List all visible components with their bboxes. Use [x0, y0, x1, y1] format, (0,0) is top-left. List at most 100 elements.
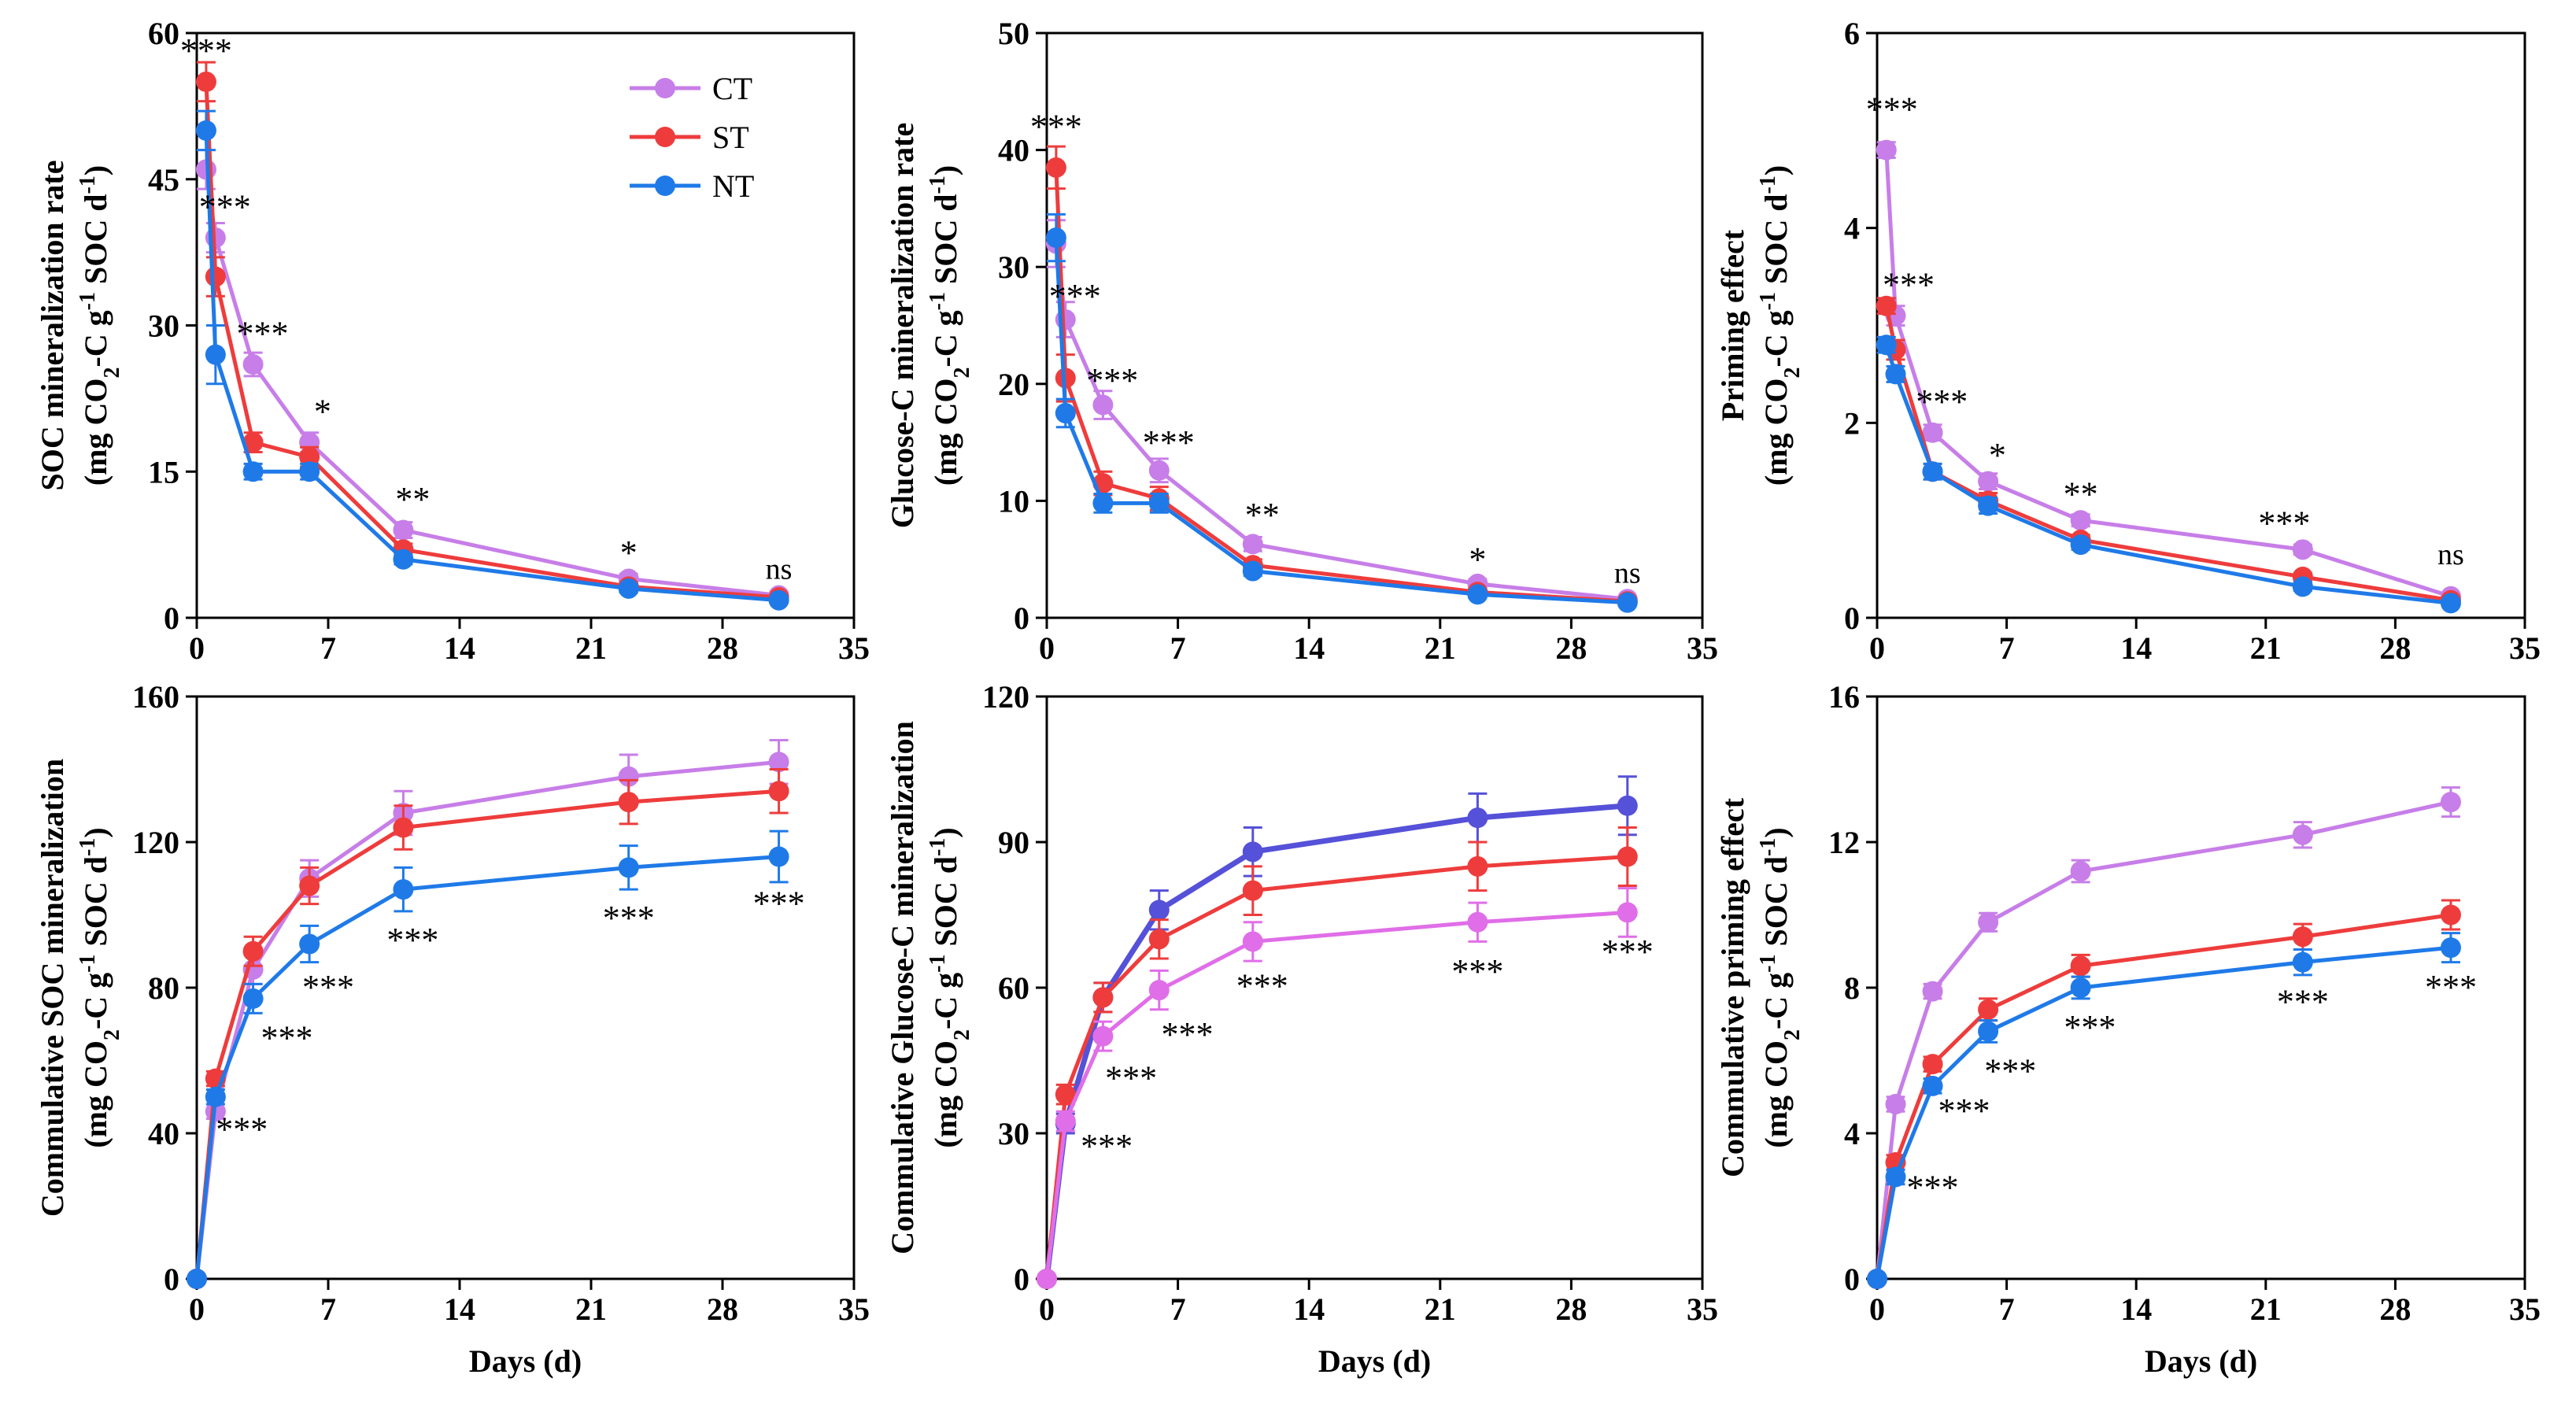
significance-label: *: [1469, 541, 1486, 579]
series-NT: [195, 109, 789, 611]
y-tick-label: 160: [132, 679, 179, 715]
data-point-CT: [1467, 911, 1488, 933]
x-tick-label: 28: [707, 1291, 738, 1327]
y-axis-title: (mg CO2-C g-1 SOC d-1): [76, 827, 124, 1147]
data-point-NT: [1055, 402, 1076, 423]
plot-frame: [1876, 31, 2526, 619]
data-point-NT: [1978, 1021, 1999, 1042]
data-point-NT: [768, 846, 789, 867]
significance-label: ***: [237, 314, 289, 353]
y-tick-label: 6: [1844, 16, 1860, 51]
y-tick-label: 0: [1014, 600, 1029, 636]
series-line-CT: [1884, 150, 2452, 599]
legend: CT ST NT: [630, 71, 754, 204]
data-point-CT: [2440, 792, 2461, 813]
data-point-NT: [1876, 334, 1897, 356]
y-axis-title: Glucose-C mineralization rate: [885, 123, 920, 528]
x-tick-label: 35: [1687, 1291, 1718, 1327]
x-tick-label: 0: [1869, 630, 1885, 666]
data-point-CT: [1092, 394, 1114, 416]
y-tick-label: 120: [982, 679, 1029, 715]
significance-label: *: [620, 534, 638, 572]
significance-label: ***: [1451, 952, 1503, 991]
data-point-ST: [768, 781, 789, 802]
significance-label: ***: [1236, 966, 1288, 1005]
data-point-CT: [1055, 1110, 1076, 1132]
data-point-CT: [1617, 902, 1638, 923]
significance-label: ***: [2425, 968, 2477, 1007]
series-NT: [1867, 932, 2461, 1289]
series-line-NT: [1044, 803, 1628, 1280]
data-point-ST: [2292, 926, 2313, 948]
data-point-CT: [2292, 539, 2313, 560]
data-point-NT: [1045, 227, 1066, 249]
x-axis-title: Days (d): [469, 1343, 582, 1379]
data-point-CT: [1148, 460, 1170, 481]
data-point-ST: [1045, 157, 1066, 178]
y-axis-title: SOC mineralization rate: [35, 161, 70, 491]
series-NT: [1876, 334, 2461, 614]
panel-priming-effect: 0 7 14 21 28 35 0 2 4 6 Priming effect(mg CO2-C g-…: [1715, 16, 2541, 666]
data-point-NT: [1242, 841, 1263, 863]
data-point-ST: [299, 446, 320, 467]
significance-label: ***: [1162, 1015, 1214, 1054]
y-tick-label: 50: [998, 16, 1029, 51]
x-tick-label: 7: [320, 1291, 336, 1327]
significance-label: ***: [261, 1019, 313, 1058]
series-line-NT: [1054, 237, 1628, 605]
x-tick-label: 28: [1555, 630, 1587, 666]
y-tick-label: 120: [132, 825, 179, 860]
data-point-NT: [1885, 1166, 1906, 1188]
data-point-NT: [242, 988, 264, 1009]
x-tick-label: 21: [575, 1291, 607, 1327]
data-point-NT: [1467, 807, 1488, 829]
x-tick-label: 14: [444, 630, 475, 666]
significance-label: ***: [199, 187, 251, 226]
data-point-ST: [1092, 987, 1114, 1008]
y-tick-label: 15: [148, 454, 179, 490]
significance-label: ***: [603, 899, 655, 937]
panel-soc-rate: 0 7 14 21 28 35 0 15 30 45 60 SOC mineralization ra…: [35, 16, 870, 666]
significance-label: ***: [1938, 1092, 1990, 1130]
legend-marker-ST: [655, 127, 675, 147]
data-point-CT: [1242, 931, 1263, 952]
legend-label-ST: ST: [712, 120, 749, 155]
series-line-CT: [204, 169, 779, 598]
data-point-ST: [1055, 1084, 1076, 1105]
significance-label: ***: [1602, 933, 1654, 971]
x-tick-label: 35: [838, 1291, 870, 1327]
significance-label: ***: [1143, 423, 1195, 462]
data-point-CT: [1978, 911, 1999, 933]
y-tick-label: 10: [998, 483, 1029, 519]
x-tick-label: 14: [2120, 630, 2152, 666]
data-point-NT: [1242, 560, 1263, 582]
x-tick-label: 28: [707, 630, 738, 666]
significance-label: ***: [2277, 982, 2329, 1021]
significance-label: ***: [302, 968, 354, 1007]
x-tick-label: 35: [2509, 630, 2541, 666]
significance-label: ***: [1883, 265, 1935, 304]
y-tick-label: 40: [148, 1116, 179, 1151]
data-point-CT: [2070, 861, 2091, 881]
series-line-CT: [1875, 800, 2452, 1280]
data-point-CT: [1978, 471, 1999, 492]
x-tick-label: 28: [1555, 1291, 1587, 1327]
data-point-NT: [1148, 493, 1170, 514]
data-point-NT: [393, 879, 414, 900]
x-tick-label: 14: [444, 1291, 475, 1327]
y-axis-title: (mg CO2-C g-1 SOC d-1): [926, 165, 974, 486]
data-point-NT: [1617, 592, 1638, 613]
legend-marker-CT: [655, 78, 675, 98]
data-point-NT: [205, 1086, 226, 1107]
data-point-ST: [195, 71, 216, 92]
panel-cum-priming: 0 7 14 21 28 35 0 4 8 12 16 Commulative priming eff…: [1715, 679, 2541, 1379]
data-point-NT: [187, 1269, 207, 1289]
y-tick-label: 30: [998, 1116, 1029, 1151]
data-point-CT: [1922, 422, 1943, 443]
x-axis-title: Days (d): [1318, 1343, 1431, 1379]
y-tick-label: 90: [998, 825, 1029, 860]
y-tick-label: 2: [1844, 405, 1860, 441]
x-tick-label: 7: [1999, 630, 2015, 666]
data-point-ST: [618, 792, 639, 813]
